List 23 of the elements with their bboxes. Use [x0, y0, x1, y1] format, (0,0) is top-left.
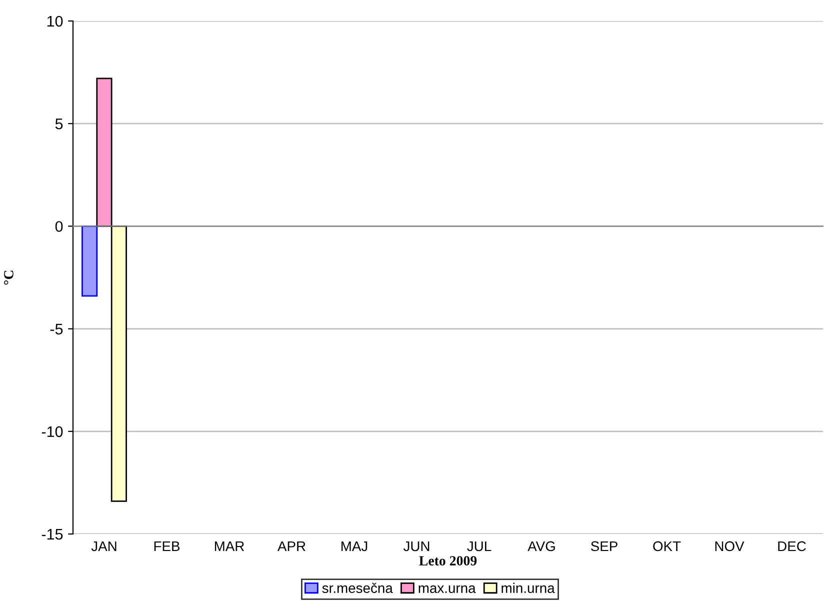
- x-tick-label: AVG: [528, 541, 555, 552]
- x-tick-label: MAR: [214, 541, 244, 552]
- y-axis-title: °C: [4, 270, 14, 285]
- legend-label: sr.mesečna: [322, 582, 393, 594]
- x-tick-label: JAN: [91, 541, 116, 552]
- y-tick-label: 0: [55, 221, 63, 232]
- legend-label: max.urna: [418, 585, 476, 594]
- y-tick-label: -15: [42, 529, 63, 540]
- y-tick-label: 5: [55, 118, 63, 130]
- y-tick-label: 10: [47, 16, 63, 27]
- x-tick-label: FEB: [154, 541, 180, 552]
- y-tick-label: -10: [42, 426, 63, 438]
- x-tick-label: NOV: [715, 541, 744, 552]
- x-tick-label: JUN: [403, 541, 430, 552]
- legend-label: min.urna: [502, 582, 555, 594]
- x-tick-label: JUL: [467, 541, 492, 552]
- x-tick-label: DEC: [778, 541, 806, 552]
- x-tick-label: OKT: [653, 541, 681, 552]
- x-tick-label: MAJ: [342, 541, 368, 552]
- x-tick-label: APR: [278, 541, 306, 552]
- x-tick-label: SEP: [590, 541, 618, 552]
- x-axis-title: Leto 2009: [419, 556, 477, 566]
- y-tick-label: -5: [50, 324, 63, 334]
